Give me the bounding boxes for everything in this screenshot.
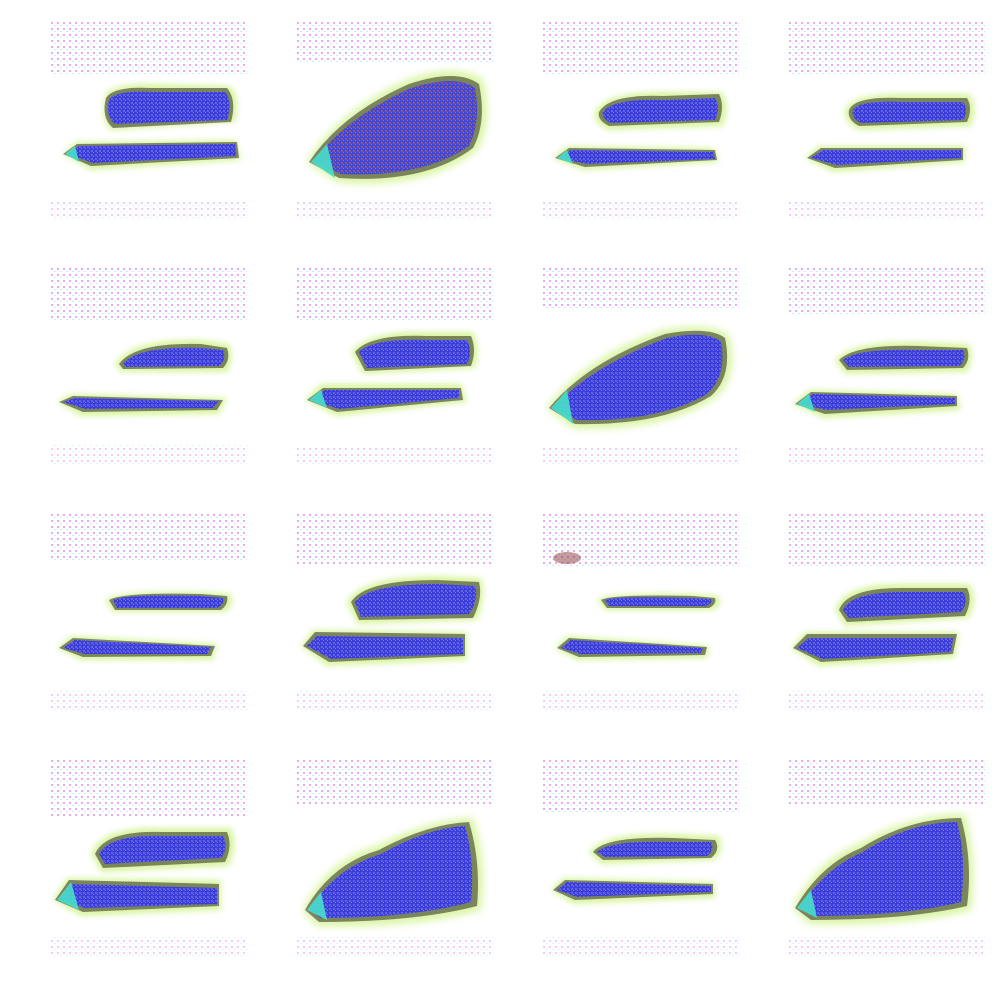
- sample-tile: [789, 760, 985, 956]
- sample-image: [543, 268, 739, 464]
- sample-tile: [297, 760, 493, 956]
- sample-image: [51, 760, 247, 956]
- sample-tile: [297, 22, 493, 218]
- sample-tile: [51, 760, 247, 956]
- sample-image: [297, 514, 493, 710]
- sample-image: [51, 514, 247, 710]
- sample-image: [543, 22, 739, 218]
- sample-tile: [51, 22, 247, 218]
- sample-image: [543, 760, 739, 956]
- sample-image: [51, 268, 247, 464]
- sample-image: [543, 514, 739, 710]
- sample-tile: [51, 514, 247, 710]
- sample-tile: [543, 760, 739, 956]
- sample-tile: [543, 22, 739, 218]
- sample-image: [297, 760, 493, 956]
- sample-image: [51, 22, 247, 218]
- sample-tile: [789, 514, 985, 710]
- dark-spot: [553, 552, 581, 564]
- sample-image: [789, 268, 985, 464]
- sample-tile: [789, 22, 985, 218]
- sample-image: [789, 760, 985, 956]
- sample-tile: [543, 514, 739, 710]
- sample-tile: [51, 268, 247, 464]
- sample-tile: [543, 268, 739, 464]
- sample-tile: [297, 514, 493, 710]
- sample-tile: [297, 268, 493, 464]
- sample-tile: [789, 268, 985, 464]
- sample-image: [297, 22, 493, 218]
- sample-image: [789, 514, 985, 710]
- sample-image: [789, 22, 985, 218]
- sample-image: [297, 268, 493, 464]
